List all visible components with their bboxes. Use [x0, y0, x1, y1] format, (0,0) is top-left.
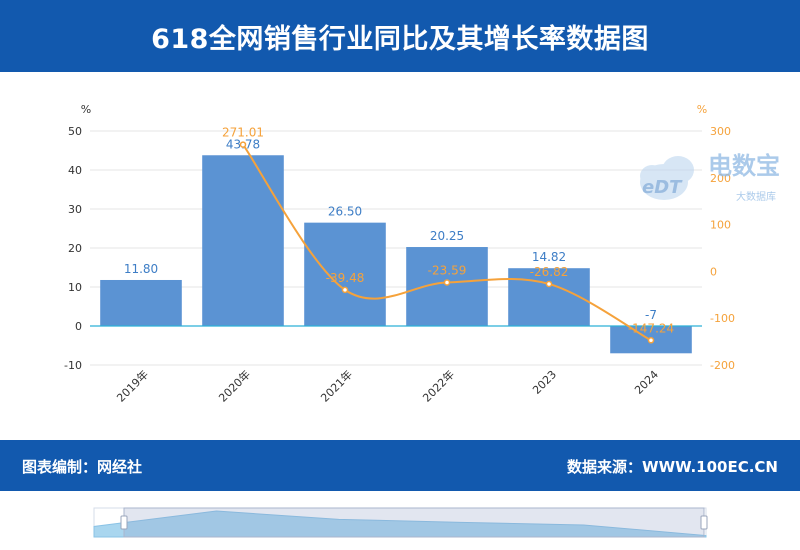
bar: [304, 222, 386, 326]
x-tick-label: 2019年: [114, 367, 151, 404]
line-point: [443, 279, 451, 286]
data-zoom-slider[interactable]: [0, 491, 800, 550]
watermark-logo: eDT 电数宝 大数据库: [636, 146, 796, 208]
line-point: [239, 141, 247, 148]
chart-title: 618全网销售行业同比及其增长率数据图: [151, 23, 649, 55]
bar-value-label: -7: [645, 308, 657, 322]
line-value-label: -23.59: [428, 263, 467, 277]
chart-area: -1001020304050%-200-1000100200300%11.804…: [0, 72, 800, 440]
zoom-handle[interactable]: [700, 515, 708, 530]
chart-header: 618全网销售行业同比及其增长率数据图: [0, 0, 800, 72]
bar: [202, 155, 284, 326]
zoom-handle[interactable]: [120, 515, 128, 530]
y-right-tick-label: -200: [710, 359, 735, 372]
line-value-label: -26.82: [530, 265, 569, 279]
bar: [406, 247, 488, 326]
line-value-label: -39.48: [326, 271, 365, 285]
combo-chart: -1001020304050%-200-1000100200300%11.804…: [64, 103, 735, 405]
watermark-logo-text: eDT: [642, 177, 683, 198]
y-left-tick-label: -10: [64, 359, 82, 372]
y-right-tick-label: 0: [710, 265, 717, 278]
y-left-tick-label: 40: [68, 164, 82, 177]
y-left-tick-label: 0: [75, 320, 82, 333]
y-left-axis-label: %: [81, 103, 91, 116]
bar: [100, 279, 182, 326]
watermark-brand: 电数宝: [708, 152, 780, 180]
y-left-tick-label: 20: [68, 242, 82, 255]
y-right-axis-label: %: [697, 103, 707, 116]
line-value-label: 271.01: [222, 126, 264, 140]
zoom-preview-area: [93, 510, 707, 538]
growth-rate-line: [242, 143, 652, 342]
y-right-tick-label: -100: [710, 312, 735, 325]
y-right-tick-label: 200: [710, 172, 731, 185]
bar-value-label: 26.50: [328, 205, 362, 219]
x-tick-label: 2020年: [216, 367, 253, 404]
chart-footer: 图表编制：网经社 数据来源：WWW.100EC.CN: [0, 440, 800, 491]
line-point: [647, 337, 655, 344]
bar-value-label: 20.25: [430, 229, 464, 243]
x-tick-label: 2021年: [318, 367, 355, 404]
watermark-sub: 大数据库: [736, 190, 776, 203]
bar: [508, 268, 590, 326]
cloud-icon: eDT: [640, 156, 694, 200]
x-tick-label: 2024: [632, 368, 661, 397]
chart-editor: 图表编制：网经社: [22, 458, 143, 476]
zoom-selection[interactable]: [123, 507, 705, 538]
y-left-tick-label: 30: [68, 203, 82, 216]
line-point: [545, 280, 553, 288]
bar-value-label: 11.80: [124, 262, 158, 276]
line-value-label: -147.24: [628, 321, 674, 335]
y-right-tick-label: 100: [710, 219, 731, 232]
bar-value-label: 14.82: [532, 250, 566, 264]
data-source: 数据来源：WWW.100EC.CN: [567, 458, 778, 476]
x-tick-label: 2023: [530, 368, 559, 397]
line-point: [341, 286, 349, 294]
y-left-tick-label: 50: [68, 125, 82, 138]
y-right-tick-label: 300: [710, 125, 731, 138]
x-tick-label: 2022年: [420, 367, 457, 404]
y-left-tick-label: 10: [68, 281, 82, 294]
